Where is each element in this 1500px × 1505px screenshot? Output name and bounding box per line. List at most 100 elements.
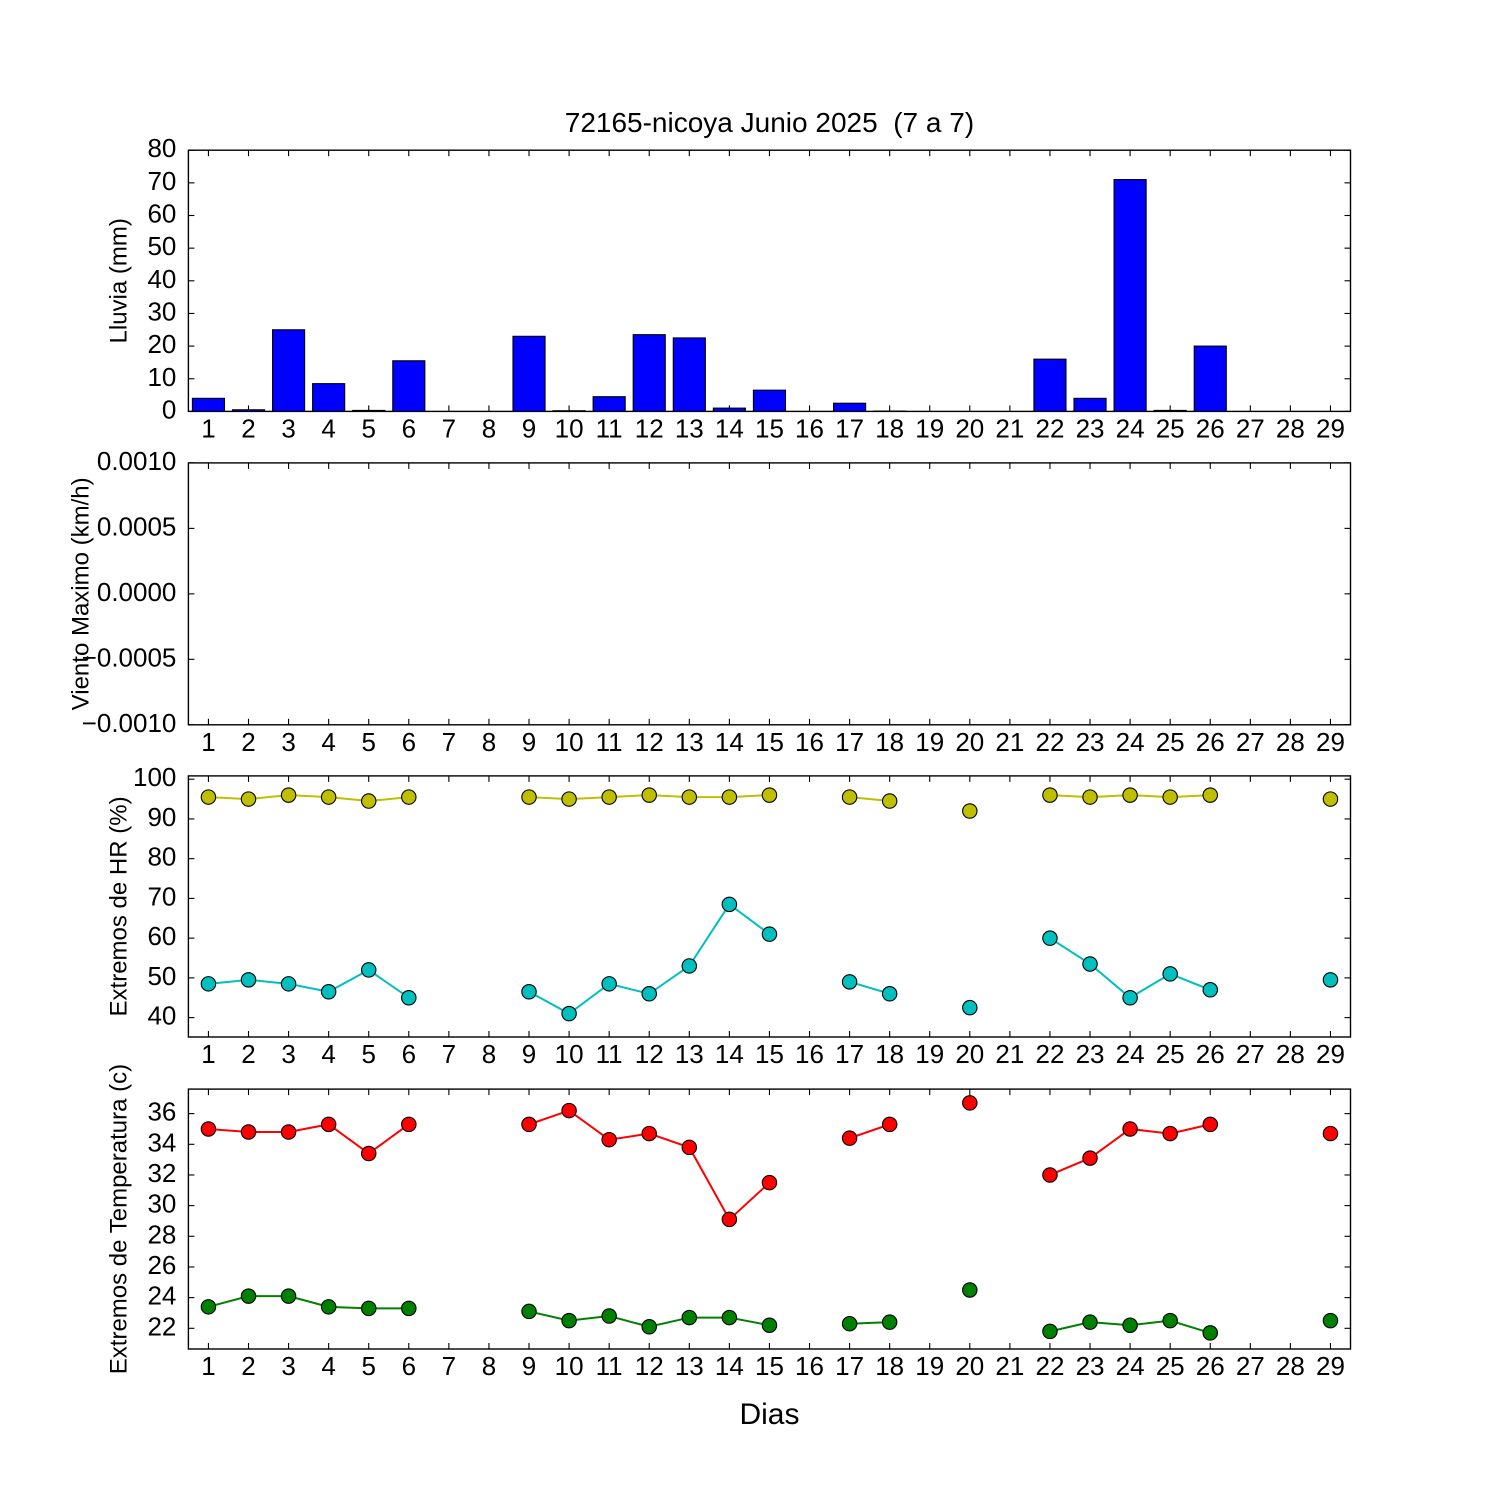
svg-text:4: 4 (321, 1039, 335, 1069)
svg-text:11: 11 (596, 413, 623, 443)
svg-text:15: 15 (755, 727, 784, 757)
svg-text:26: 26 (1196, 1351, 1225, 1381)
svg-text:6: 6 (402, 1039, 416, 1069)
svg-text:27: 27 (1236, 727, 1265, 757)
svg-text:0.0005: 0.0005 (97, 511, 177, 541)
svg-text:18: 18 (875, 1351, 904, 1381)
svg-text:16: 16 (795, 1351, 824, 1381)
svg-text:72165-nicoya Junio 2025 (7 a: 72165-nicoya Junio 2025 (7 a 7) (565, 107, 974, 138)
svg-text:18: 18 (875, 1039, 904, 1069)
svg-text:70: 70 (147, 166, 176, 196)
svg-text:19: 19 (915, 1039, 944, 1069)
svg-text:40: 40 (147, 1001, 176, 1031)
svg-text:14: 14 (715, 727, 744, 757)
svg-text:12: 12 (635, 1039, 664, 1069)
svg-text:24: 24 (147, 1281, 176, 1311)
svg-text:28: 28 (1276, 727, 1305, 757)
svg-text:10: 10 (555, 1039, 584, 1069)
svg-text:5: 5 (361, 1351, 375, 1381)
svg-text:1: 1 (201, 1039, 215, 1069)
svg-text:10: 10 (555, 1351, 584, 1381)
svg-text:30: 30 (147, 296, 176, 326)
svg-text:8: 8 (482, 1039, 496, 1069)
svg-text:21: 21 (995, 1039, 1024, 1069)
svg-text:60: 60 (147, 199, 176, 229)
svg-text:1: 1 (201, 413, 215, 443)
svg-text:80: 80 (147, 842, 176, 872)
svg-text:50: 50 (147, 231, 176, 261)
svg-text:22: 22 (1035, 727, 1064, 757)
svg-text:29: 29 (1316, 1351, 1345, 1381)
svg-text:21: 21 (995, 1351, 1024, 1381)
svg-text:12: 12 (635, 1351, 664, 1381)
svg-text:27: 27 (1236, 1351, 1265, 1381)
svg-text:6: 6 (402, 727, 416, 757)
svg-text:5: 5 (361, 1039, 375, 1069)
svg-text:60: 60 (147, 921, 176, 951)
svg-text:9: 9 (522, 1039, 536, 1069)
svg-text:9: 9 (522, 413, 536, 443)
svg-text:10: 10 (555, 727, 584, 757)
svg-text:7: 7 (442, 727, 456, 757)
svg-text:27: 27 (1236, 413, 1265, 443)
svg-text:0.0010: 0.0010 (97, 446, 177, 476)
svg-text:28: 28 (147, 1219, 176, 1249)
svg-text:3: 3 (281, 727, 295, 757)
svg-text:27: 27 (1236, 1039, 1265, 1069)
svg-text:22: 22 (1035, 1039, 1064, 1069)
svg-text:13: 13 (675, 1039, 704, 1069)
svg-text:25: 25 (1156, 727, 1185, 757)
svg-text:11: 11 (596, 1039, 623, 1069)
svg-text:4: 4 (321, 727, 335, 757)
svg-text:32: 32 (147, 1158, 176, 1188)
svg-text:3: 3 (281, 413, 295, 443)
svg-text:23: 23 (1076, 1351, 1105, 1381)
svg-text:10: 10 (555, 413, 584, 443)
svg-text:70: 70 (147, 881, 176, 911)
svg-text:15: 15 (755, 1039, 784, 1069)
svg-text:Dias: Dias (739, 1398, 799, 1431)
svg-text:22: 22 (1035, 413, 1064, 443)
svg-text:24: 24 (1116, 1039, 1145, 1069)
svg-text:22: 22 (147, 1311, 176, 1341)
svg-text:19: 19 (915, 727, 944, 757)
svg-text:20: 20 (955, 413, 984, 443)
svg-text:11: 11 (596, 1351, 623, 1381)
svg-text:6: 6 (402, 1351, 416, 1381)
svg-text:Extremos de HR (%): Extremos de HR (%) (105, 796, 132, 1016)
svg-text:28: 28 (1276, 1351, 1305, 1381)
svg-text:80: 80 (147, 133, 176, 163)
svg-text:26: 26 (1196, 727, 1225, 757)
svg-text:16: 16 (795, 413, 824, 443)
svg-text:5: 5 (361, 413, 375, 443)
svg-text:20: 20 (955, 1351, 984, 1381)
svg-text:36: 36 (147, 1097, 176, 1127)
svg-text:9: 9 (522, 1351, 536, 1381)
svg-text:0.0000: 0.0000 (97, 577, 177, 607)
svg-text:8: 8 (482, 727, 496, 757)
svg-text:24: 24 (1116, 413, 1145, 443)
svg-text:17: 17 (835, 1039, 864, 1069)
svg-text:21: 21 (995, 413, 1024, 443)
svg-text:20: 20 (955, 727, 984, 757)
svg-text:7: 7 (442, 1351, 456, 1381)
svg-text:4: 4 (321, 413, 335, 443)
svg-text:12: 12 (635, 727, 664, 757)
svg-text:18: 18 (875, 727, 904, 757)
svg-text:15: 15 (755, 1351, 784, 1381)
svg-text:13: 13 (675, 727, 704, 757)
svg-text:40: 40 (147, 264, 176, 294)
svg-text:7: 7 (442, 1039, 456, 1069)
svg-text:19: 19 (915, 1351, 944, 1381)
svg-text:13: 13 (675, 413, 704, 443)
svg-text:29: 29 (1316, 727, 1345, 757)
svg-text:12: 12 (635, 413, 664, 443)
svg-text:18: 18 (875, 413, 904, 443)
svg-text:3: 3 (281, 1039, 295, 1069)
svg-text:30: 30 (147, 1189, 176, 1219)
svg-text:14: 14 (715, 1351, 744, 1381)
svg-text:29: 29 (1316, 413, 1345, 443)
svg-text:11: 11 (596, 727, 623, 757)
svg-text:14: 14 (715, 413, 744, 443)
svg-text:0: 0 (162, 394, 176, 424)
